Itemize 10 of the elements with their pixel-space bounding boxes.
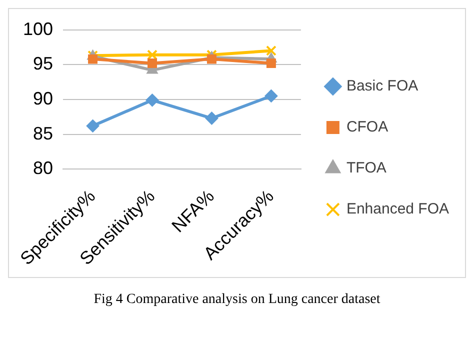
y-tick-label: 95 [33,54,54,74]
y-tick-label: 80 [33,158,54,178]
legend-label: CFOA [346,118,388,136]
y-tick-label: 85 [33,123,54,144]
y-tick-label: 90 [33,88,54,108]
legend-label: TFOA [346,160,386,177]
legend-label: Basic FOA [346,78,418,95]
legend-label: Enhanced FOA [346,200,449,218]
y-tick-label: 100 [22,18,54,39]
caption: Fig 4 Comparative analysis on Lung cancer dataset [92,292,382,308]
